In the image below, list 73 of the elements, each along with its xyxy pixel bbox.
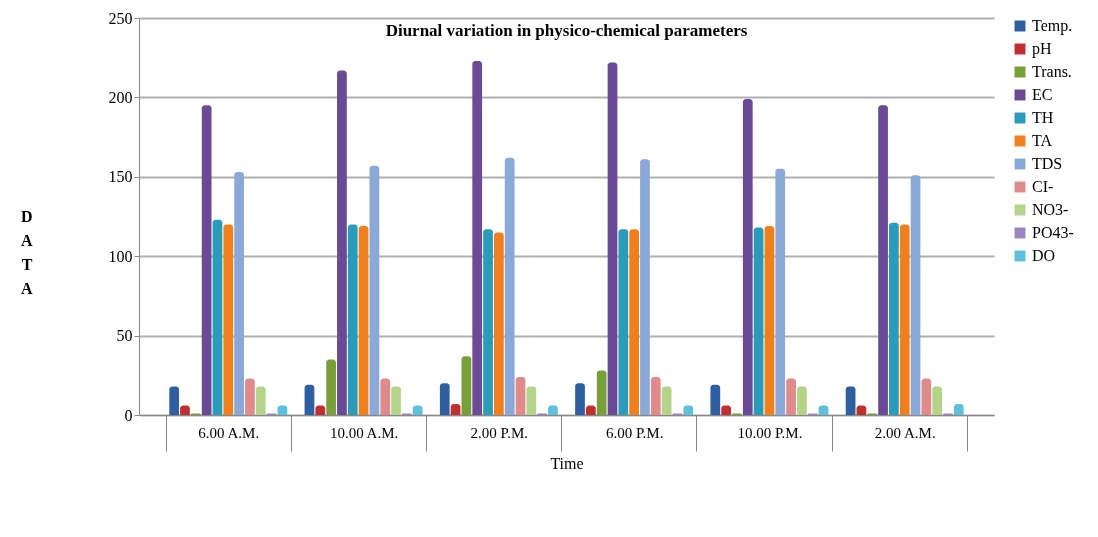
bar — [764, 226, 775, 415]
bar — [347, 224, 358, 415]
bar — [650, 376, 661, 415]
y-tick-label: 200 — [108, 88, 133, 106]
x-tick-label: 6.00 A.M. — [198, 424, 260, 441]
x-tick-label: 10.00 P.M. — [737, 424, 803, 441]
bar — [212, 219, 223, 415]
legend-label: NO3- — [1032, 201, 1069, 218]
bar — [504, 157, 515, 415]
bar — [932, 386, 943, 415]
legend-label: EC — [1032, 86, 1053, 103]
bar — [326, 359, 336, 415]
legend-label: Temp. — [1032, 17, 1073, 35]
y-tick-label: 50 — [116, 327, 133, 345]
bar — [245, 378, 255, 415]
x-tick-label: 2.00 P.M. — [470, 424, 529, 441]
bar — [337, 70, 347, 415]
y-tick-label: 0 — [124, 406, 133, 424]
y-axis-title: DATA — [20, 208, 33, 297]
bar — [596, 370, 607, 415]
bar — [223, 224, 234, 415]
bar — [629, 229, 640, 415]
legend-label: TH — [1032, 109, 1054, 126]
legend-label: Trans. — [1032, 63, 1072, 80]
bar — [472, 60, 483, 415]
bar — [742, 98, 753, 415]
y-tick-label: 250 — [108, 9, 133, 27]
bar — [304, 384, 315, 415]
bar — [483, 229, 493, 415]
bar — [618, 229, 629, 415]
bar — [640, 159, 650, 415]
bar — [169, 386, 180, 415]
legend-label: TA — [1032, 132, 1053, 149]
bar — [369, 165, 380, 415]
bar — [899, 224, 910, 415]
bar — [575, 383, 585, 415]
legend-label: DO — [1032, 247, 1056, 264]
legend-label: CI- — [1032, 178, 1054, 195]
bar — [380, 378, 391, 415]
bar — [661, 386, 672, 415]
x-axis-title: Time — [550, 455, 584, 472]
bar — [461, 356, 472, 415]
bar — [358, 226, 369, 415]
x-tick-label: 6.00 P.M. — [605, 424, 664, 441]
legend-label: pH — [1032, 40, 1052, 58]
legend-label: TDS — [1032, 155, 1063, 172]
chart-title: Diurnal variation in physico-chemical parameters — [385, 21, 748, 40]
bar — [234, 172, 244, 415]
bar — [391, 386, 401, 415]
bar — [845, 386, 856, 415]
bar — [953, 403, 964, 415]
bar — [910, 175, 921, 415]
bar — [515, 376, 526, 415]
bar — [921, 378, 932, 415]
y-tick-label: 100 — [108, 247, 133, 265]
bar — [493, 232, 504, 415]
legend-label: PO43- — [1032, 224, 1074, 241]
bar — [878, 105, 888, 415]
y-tick-label: 150 — [108, 168, 133, 186]
bar — [255, 386, 266, 415]
bar — [797, 386, 807, 415]
bar — [607, 62, 618, 415]
bar — [710, 384, 721, 415]
bar — [775, 168, 786, 415]
x-tick-label: 2.00 A.M. — [874, 424, 936, 441]
bar — [201, 105, 212, 415]
x-tick-label: 10.00 A.M. — [329, 424, 399, 441]
bar — [526, 386, 537, 415]
bar — [450, 403, 461, 415]
bar — [786, 378, 796, 415]
bar — [439, 383, 450, 415]
bar — [889, 222, 899, 415]
bar — [753, 227, 764, 415]
